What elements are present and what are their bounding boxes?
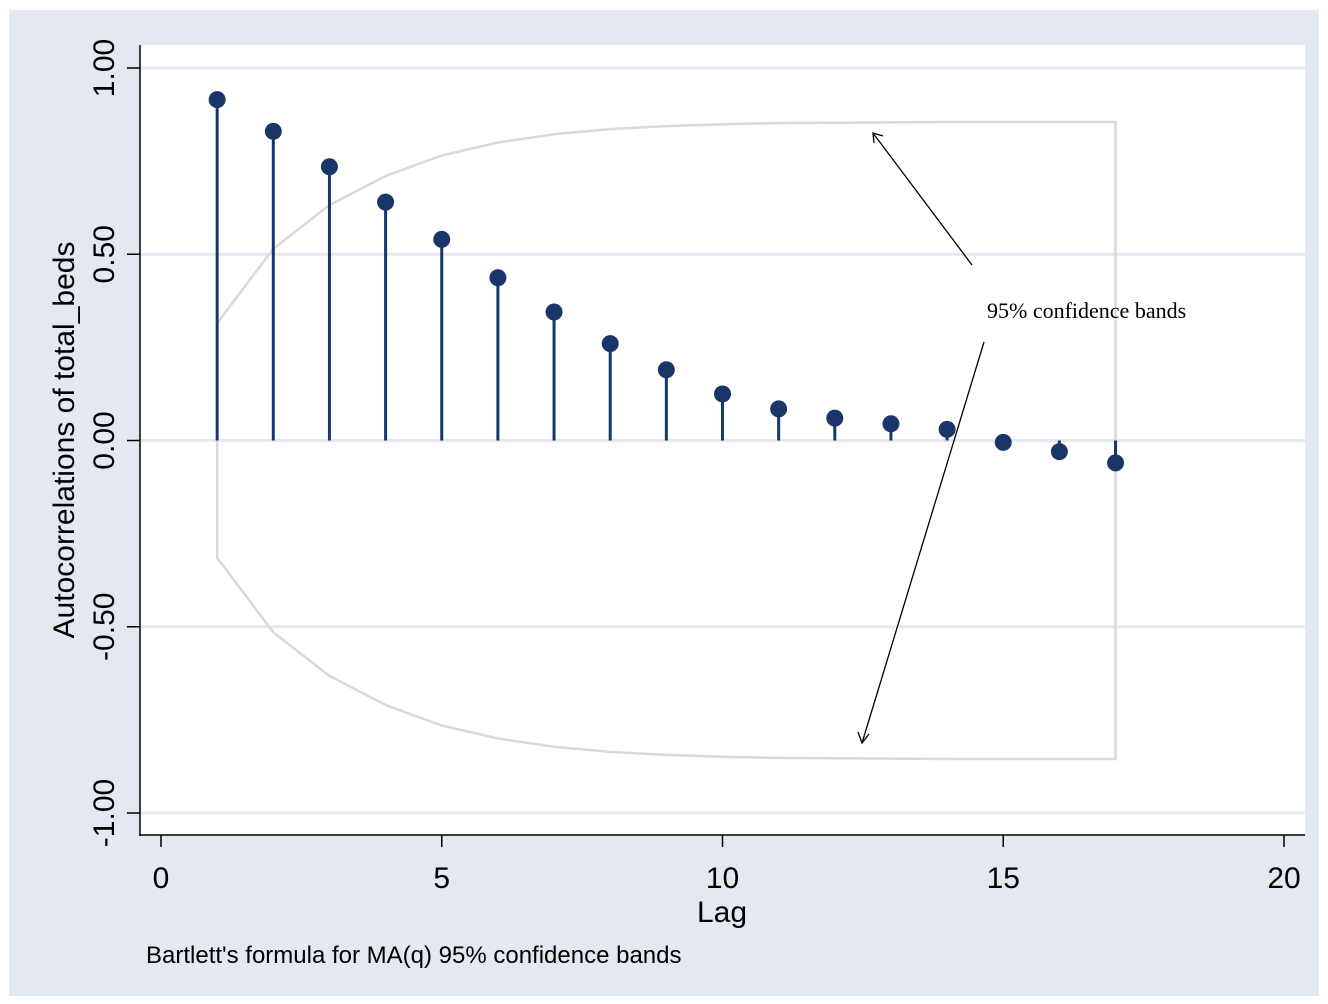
y-axis-title: Autocorrelations of total_beds: [48, 242, 81, 639]
stems: [215, 99, 1118, 463]
x-axis-title: Lag: [697, 896, 747, 929]
annotation-arrowhead-lower: [857, 731, 870, 745]
confidence-band: [215, 120, 1117, 761]
marker-lag-3: [320, 158, 338, 176]
markers: [208, 91, 1125, 472]
marker-lag-2: [264, 122, 282, 140]
y-axis-ticks: -1.00 -0.50 0.00 0.50 1.00: [88, 39, 140, 847]
marker-lag-12: [826, 409, 844, 427]
marker-lag-16: [1050, 443, 1068, 461]
marker-lag-10: [714, 385, 731, 403]
marker-lag-7: [545, 303, 563, 321]
marker-lag-5: [433, 230, 451, 248]
marker-lag-13: [882, 415, 900, 433]
x-axis-ticks: 0 5 10 15 20: [153, 835, 1301, 895]
x-tick-label-1: 5: [433, 862, 450, 895]
marker-lag-11: [770, 400, 788, 418]
marker-lag-8: [601, 335, 619, 353]
marker-lag-1: [208, 91, 226, 109]
y-tick-label-3: 0.50: [88, 225, 121, 283]
x-tick-label-3: 15: [987, 862, 1020, 895]
y-tick-label-1: -0.50: [88, 593, 121, 661]
x-tick-label-0: 0: [153, 862, 170, 895]
annotation-label: 95% confidence bands: [987, 298, 1186, 323]
marker-lag-6: [489, 269, 507, 287]
marker-lag-14: [938, 420, 956, 438]
y-tick-label-4: 1.00: [88, 39, 121, 97]
marker-lag-9: [657, 361, 675, 379]
annotation-arrow-lower: [861, 341, 985, 744]
gridlines: [140, 66, 1305, 815]
footnote: Bartlett's formula for MA(q) 95% confide…: [146, 942, 682, 969]
marker-lag-4: [377, 193, 395, 211]
y-tick-label-2: 0.00: [88, 411, 121, 469]
annotation-arrowhead-upper: [872, 132, 884, 144]
y-tick-label-0: -1.00: [88, 779, 121, 847]
annotation: 95% confidence bands: [857, 132, 1186, 745]
marker-lag-17: [1107, 454, 1125, 472]
x-tick-label-2: 10: [706, 862, 739, 895]
x-tick-label-4: 20: [1267, 862, 1300, 895]
confidence-band-outline: [215, 120, 1117, 761]
marker-lag-15: [994, 433, 1012, 451]
annotation-arrow-upper: [872, 132, 973, 266]
